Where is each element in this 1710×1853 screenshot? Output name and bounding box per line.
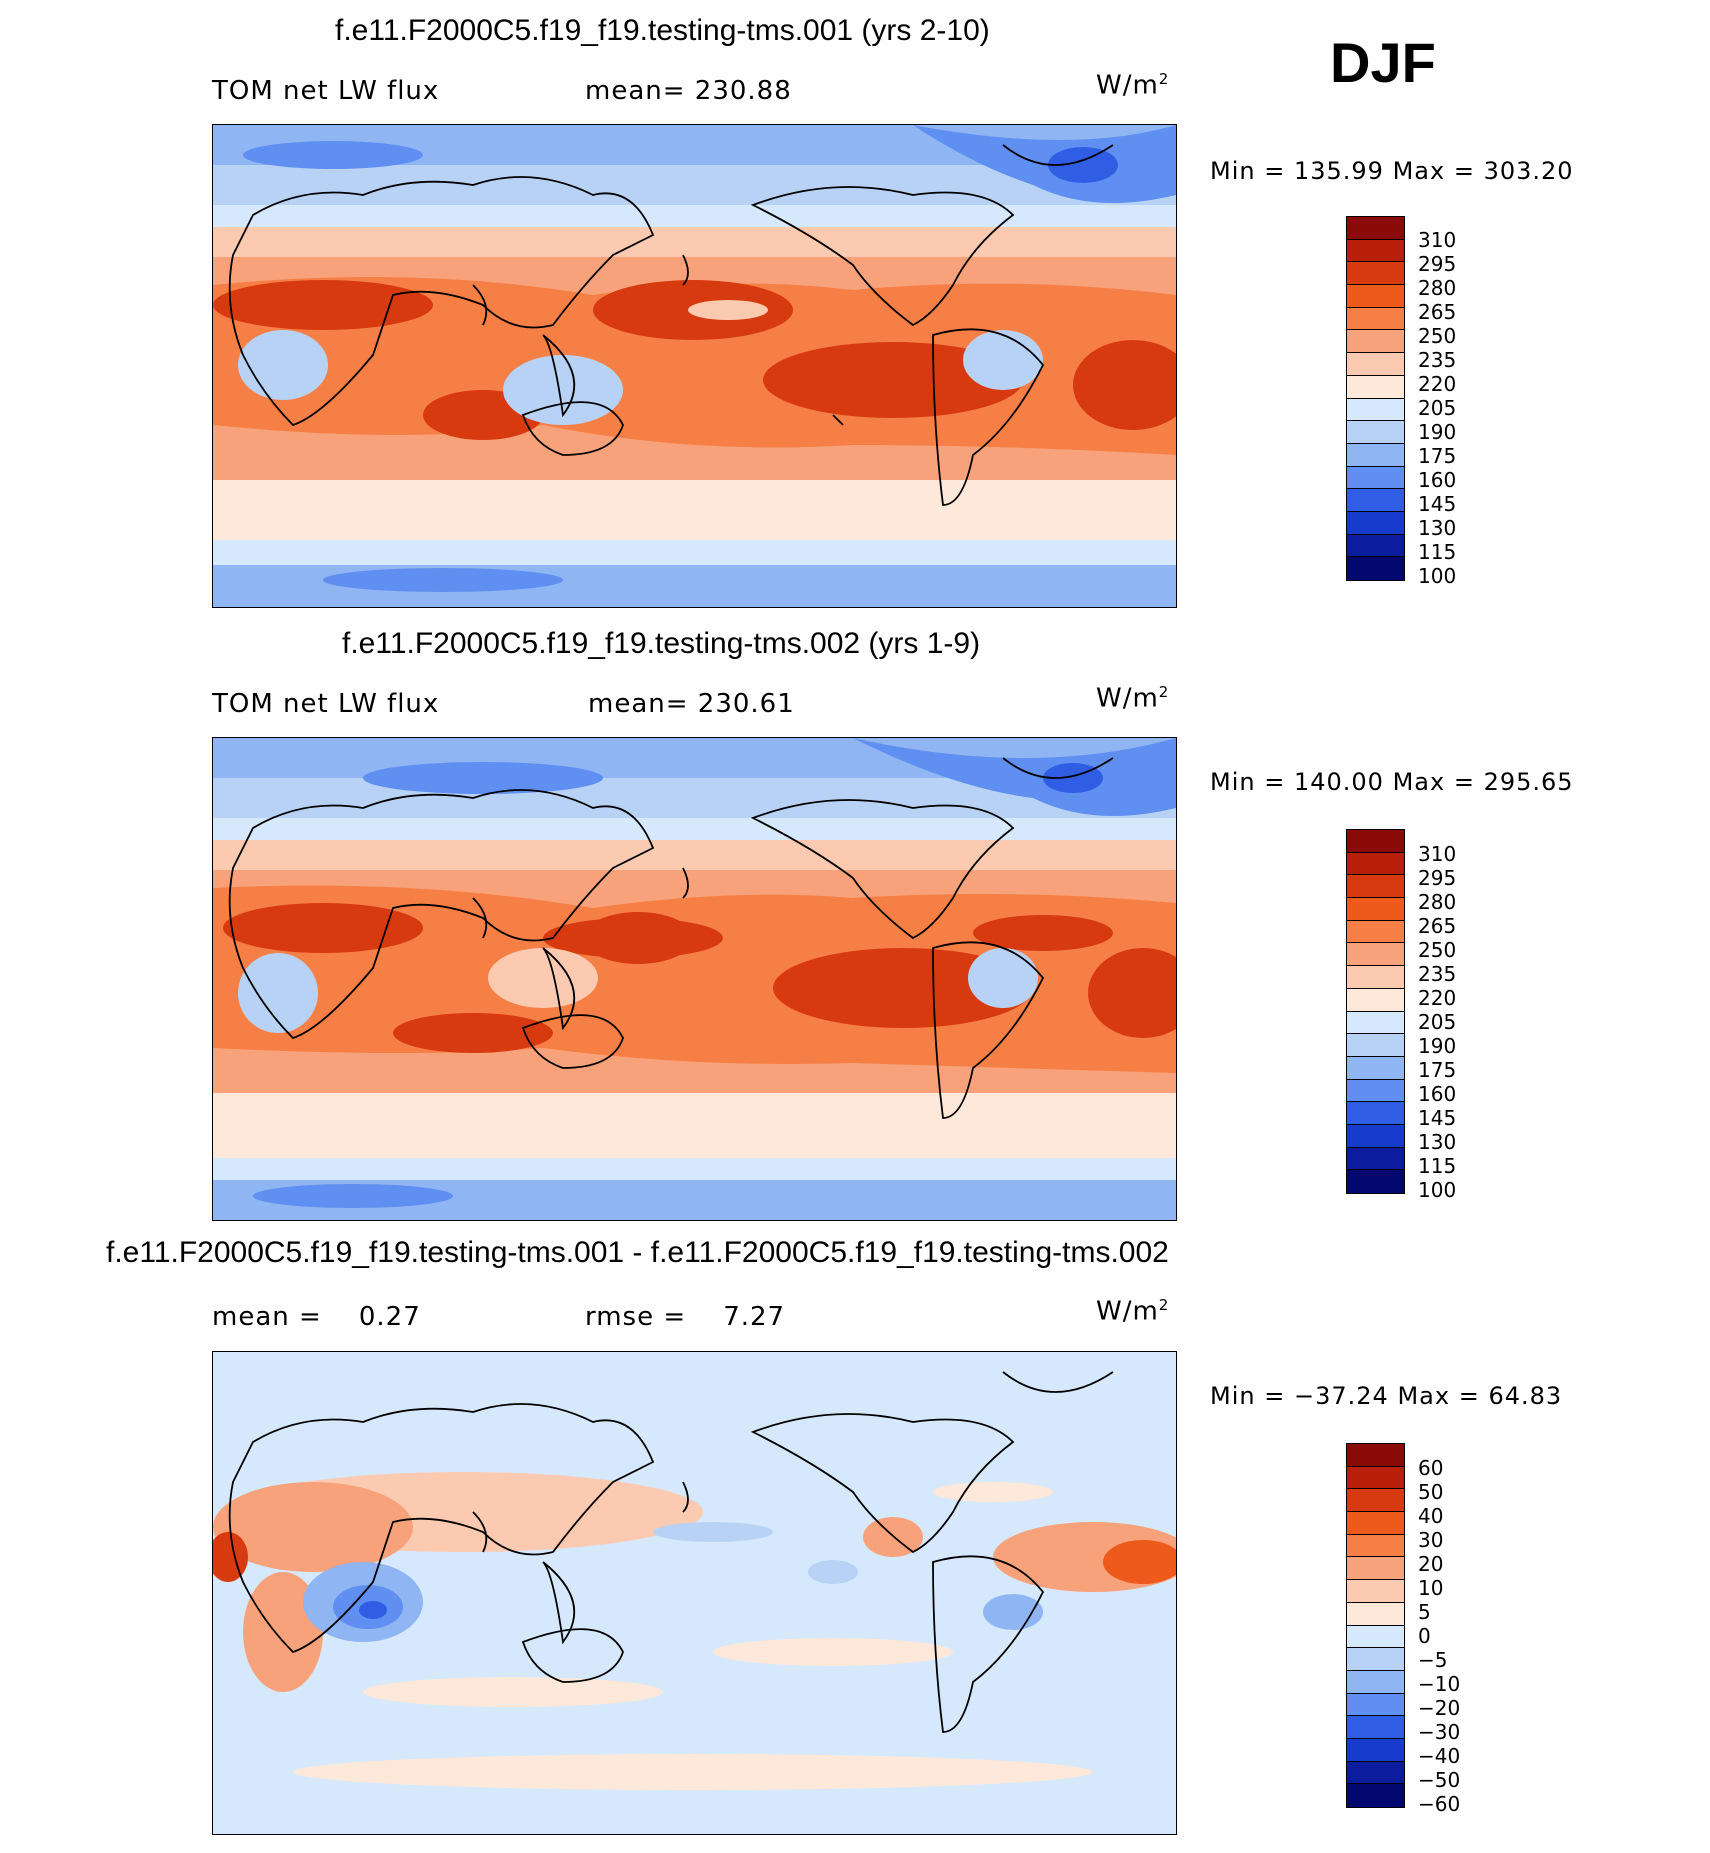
panel2-minmax: Min = 140.00 Max = 295.65 [1210, 768, 1574, 796]
colorbar-label: 295 [1418, 866, 1457, 890]
panel3-minmax: Min = −37.24 Max = 64.83 [1210, 1382, 1563, 1410]
colorbar-label: 160 [1418, 1082, 1457, 1106]
colorbar-label: 175 [1418, 444, 1457, 468]
panel3-colorbar [1346, 1443, 1405, 1808]
colorbar-label: 10 [1418, 1576, 1444, 1600]
colorbar-label: 190 [1418, 1034, 1457, 1058]
colorbar-label: 145 [1418, 1106, 1457, 1130]
panel3-colorbar-labels: 60 50 40 30 20 10 5 0 −5 −10 −20 −30 −40… [1418, 1456, 1460, 1816]
colorbar-label: 30 [1418, 1528, 1444, 1552]
panel2-map [212, 737, 1177, 1221]
colorbar-label: −40 [1418, 1744, 1461, 1768]
colorbar-label: 50 [1418, 1480, 1444, 1504]
panel3-title: f.e11.F2000C5.f19_f19.testing-tms.001 - … [106, 1236, 1169, 1269]
panel3-contour-plot [213, 1352, 1176, 1834]
colorbar-label: 280 [1418, 890, 1457, 914]
colorbar-label: 220 [1418, 372, 1457, 396]
panel3-units: W/m2 [1096, 1296, 1170, 1327]
colorbar-label: −50 [1418, 1768, 1461, 1792]
colorbar-label: 115 [1418, 540, 1457, 564]
season-label: DJF [1330, 31, 1436, 94]
panel1-contour-plot [213, 125, 1176, 607]
colorbar-label: 160 [1418, 468, 1457, 492]
panel3-mean-label: mean = 0.27 [212, 1302, 421, 1332]
colorbar-label: 100 [1418, 564, 1457, 588]
colorbar-label: 40 [1418, 1504, 1444, 1528]
colorbar-label: 0 [1418, 1624, 1431, 1648]
panel3-map [212, 1351, 1177, 1835]
colorbar-label: 280 [1418, 276, 1457, 300]
colorbar-label: −30 [1418, 1720, 1461, 1744]
colorbar-label: 295 [1418, 252, 1457, 276]
colorbar-label: 250 [1418, 324, 1457, 348]
colorbar-label: 20 [1418, 1552, 1444, 1576]
panel1-map [212, 124, 1177, 608]
panel2-units: W/m2 [1096, 683, 1170, 714]
colorbar-label: 250 [1418, 938, 1457, 962]
colorbar-label: 265 [1418, 914, 1457, 938]
colorbar-label: 265 [1418, 300, 1457, 324]
panel1-colorbar [1346, 216, 1405, 581]
panel2-colorbar-labels: 310 295 280 265 250 235 220 205 190 175 … [1418, 842, 1456, 1202]
colorbar-label: −10 [1418, 1672, 1461, 1696]
panel2-contour-plot [213, 738, 1176, 1220]
colorbar-label: 5 [1418, 1600, 1431, 1624]
colorbar-label: 100 [1418, 1178, 1457, 1202]
colorbar-label: 310 [1418, 228, 1457, 252]
colorbar-label: 220 [1418, 986, 1457, 1010]
colorbar-label: 115 [1418, 1154, 1457, 1178]
panel3-rmse-label: rmse = 7.27 [585, 1302, 786, 1332]
panel2-colorbar [1346, 829, 1405, 1194]
colorbar-label: −20 [1418, 1696, 1461, 1720]
colorbar-label: 175 [1418, 1058, 1457, 1082]
colorbar-label: −60 [1418, 1792, 1461, 1816]
panel1-mean-label: mean= 230.88 [585, 76, 792, 106]
panel1-title: f.e11.F2000C5.f19_f19.testing-tms.001 (y… [335, 14, 990, 47]
panel2-mean-label: mean= 230.61 [588, 689, 795, 719]
colorbar-label: 145 [1418, 492, 1457, 516]
colorbar-label: 205 [1418, 1010, 1457, 1034]
colorbar-label: 205 [1418, 396, 1457, 420]
colorbar-label: 190 [1418, 420, 1457, 444]
panel1-units: W/m2 [1096, 70, 1170, 101]
colorbar-label: 60 [1418, 1456, 1444, 1480]
panel1-colorbar-labels: 310 295 280 265 250 235 220 205 190 175 … [1418, 228, 1456, 588]
panel1-variable-label: TOM net LW flux [212, 76, 440, 106]
colorbar-label: 235 [1418, 962, 1457, 986]
panel1-minmax: Min = 135.99 Max = 303.20 [1210, 157, 1574, 185]
panel2-variable-label: TOM net LW flux [212, 689, 440, 719]
panel2-title: f.e11.F2000C5.f19_f19.testing-tms.002 (y… [342, 627, 981, 660]
colorbar-label: 130 [1418, 516, 1457, 540]
colorbar-label: 130 [1418, 1130, 1457, 1154]
colorbar-label: −5 [1418, 1648, 1448, 1672]
colorbar-label: 235 [1418, 348, 1457, 372]
colorbar-label: 310 [1418, 842, 1457, 866]
